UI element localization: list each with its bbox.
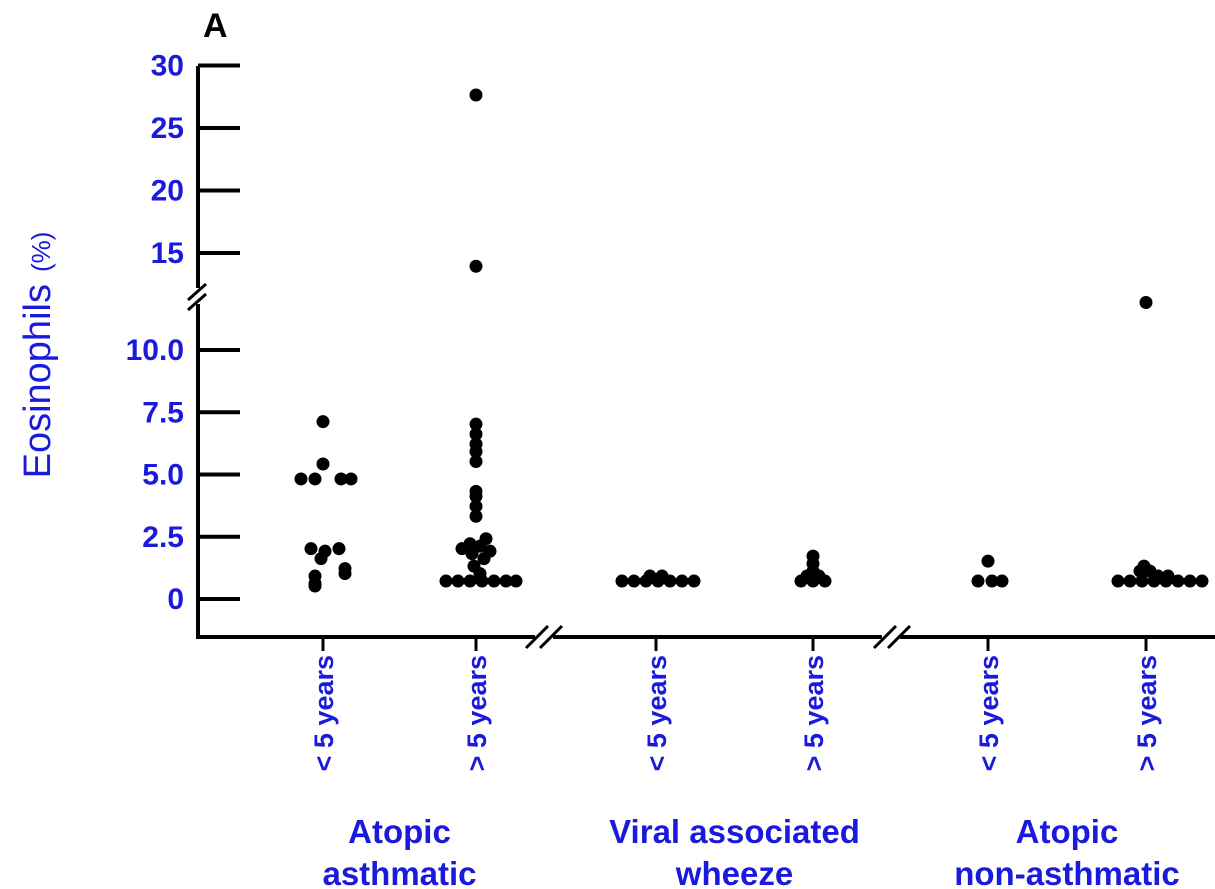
svg-text:Eosinophils (%): Eosinophils (%) <box>17 232 59 479</box>
data-point <box>1159 574 1173 588</box>
x-axis-break-mark <box>872 624 898 650</box>
data-point <box>509 574 523 588</box>
data-point <box>334 472 348 486</box>
data-point <box>469 259 483 273</box>
data-point <box>985 574 999 588</box>
data-point <box>487 574 501 588</box>
group-label: wheeze <box>675 855 793 889</box>
data-point <box>469 509 483 523</box>
data-point <box>639 574 653 588</box>
data-point <box>995 574 1009 588</box>
data-point <box>469 499 483 513</box>
data-point <box>794 574 808 588</box>
group-label: Atopic <box>348 813 451 850</box>
data-point <box>465 547 479 561</box>
x-axis-break-mark <box>538 624 564 650</box>
category-label: > 5 years <box>799 655 829 771</box>
data-point <box>451 574 465 588</box>
data-point <box>1195 574 1209 588</box>
category-label: < 5 years <box>642 655 672 771</box>
group-label: non-asthmatic <box>954 855 1180 889</box>
data-point <box>469 417 483 431</box>
data-point <box>627 574 641 588</box>
data-point <box>304 542 318 556</box>
data-point <box>1171 574 1185 588</box>
data-point <box>687 574 701 588</box>
y-tick-label: 0 <box>167 583 184 616</box>
data-point <box>439 574 453 588</box>
data-point <box>818 574 832 588</box>
data-point <box>332 542 346 556</box>
y-axis-unit: (%) <box>26 232 56 272</box>
data-point <box>294 472 308 486</box>
data-point <box>308 579 322 593</box>
category-label: > 5 years <box>462 655 492 771</box>
y-tick-label: 5.0 <box>142 459 184 492</box>
y-tick-label: 30 <box>151 50 184 83</box>
data-point <box>981 554 995 568</box>
axes <box>187 66 1215 651</box>
data-point <box>314 552 328 566</box>
data-point <box>651 574 665 588</box>
panel-label: A <box>203 7 228 45</box>
category-label: < 5 years <box>309 655 339 771</box>
data-point <box>971 574 985 588</box>
y-tick-label: 10.0 <box>126 334 184 367</box>
data-point <box>806 574 820 588</box>
y-tick-label: 20 <box>151 175 184 208</box>
data-point <box>469 489 483 503</box>
y-axis-label: Eosinophils <box>17 284 59 478</box>
data-point <box>663 574 677 588</box>
data-point <box>338 567 352 581</box>
data-point <box>499 574 513 588</box>
category-labels: < 5 years > 5 years < 5 years > 5 years < 5 … <box>309 655 1162 771</box>
data-point <box>1147 574 1161 588</box>
data-point <box>344 472 358 486</box>
data-point <box>469 427 483 441</box>
y-axis-break-mark <box>187 292 207 312</box>
y-axis-break-mark <box>187 282 207 302</box>
x-axis-break-mark <box>886 624 912 650</box>
y-tick-label: 25 <box>151 112 184 145</box>
data-point <box>469 445 483 459</box>
data-points <box>294 88 1209 593</box>
group-label: asthmatic <box>322 855 476 889</box>
data-point <box>475 574 489 588</box>
data-point <box>1123 574 1137 588</box>
y-axis-title: Eosinophils (%) <box>17 232 59 479</box>
data-point <box>469 455 483 469</box>
data-point <box>1133 564 1147 578</box>
group-label: Atopic <box>1016 813 1119 850</box>
category-label: < 5 years <box>974 655 1004 771</box>
data-point <box>1111 574 1125 588</box>
data-point <box>455 542 469 556</box>
data-point <box>308 472 322 486</box>
data-point <box>316 457 330 471</box>
data-point <box>469 88 483 102</box>
group-label: Viral associated <box>609 813 860 850</box>
data-point <box>1139 296 1153 309</box>
data-point <box>1183 574 1197 588</box>
y-tick-label: 15 <box>151 237 184 270</box>
data-point <box>615 574 629 588</box>
y-tick-label: 2.5 <box>142 521 184 554</box>
x-axis-break-mark <box>524 624 550 650</box>
y-tick-label: 7.5 <box>142 396 184 429</box>
category-label: > 5 years <box>1132 655 1162 771</box>
data-point <box>316 415 330 429</box>
data-point <box>477 552 491 566</box>
data-point <box>463 574 477 588</box>
group-labels: Atopic asthmatic Viral associated wheeze Ato… <box>322 813 1179 889</box>
y-ticks: 0 2.5 5.0 7.5 10.0 15 20 25 30 <box>126 50 240 616</box>
data-point <box>675 574 689 588</box>
data-point <box>1135 574 1149 588</box>
